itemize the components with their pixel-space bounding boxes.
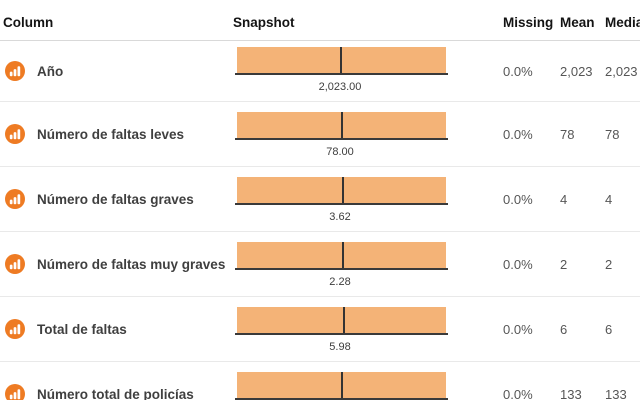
- snapshot-value-label: 2,023.00: [318, 81, 362, 93]
- snapshot-histogram: [235, 307, 448, 335]
- column-name-label: Año: [37, 63, 64, 79]
- mean-marker: [340, 47, 343, 75]
- header-median: Median: [605, 15, 640, 30]
- table-row[interactable]: Año 2,023.00 0.0% 2,023 2,023: [0, 41, 640, 102]
- mean-marker: [341, 242, 344, 270]
- header-column: Column: [3, 15, 54, 30]
- axis-line: [235, 73, 448, 75]
- table-row[interactable]: Total de faltas 5.98 0.0% 6 6: [0, 297, 640, 362]
- axis-line: [235, 268, 448, 270]
- header-missing: Missing: [503, 15, 554, 30]
- column-name-cell: Número total de policías: [5, 362, 194, 400]
- missing-value: 0.0%: [503, 386, 533, 400]
- mean-value: 2,023: [560, 63, 593, 79]
- table-header-row: Column Snapshot Missing Mean Median: [0, 0, 640, 41]
- table-row[interactable]: Número de faltas leves 78.00 0.0% 78 78: [0, 102, 640, 167]
- histogram-bar: [235, 372, 448, 400]
- axis-line: [235, 203, 448, 205]
- bar-chart-icon: [5, 254, 25, 274]
- mean-value: 78: [560, 126, 575, 142]
- rows: Año 2,023.00 0.0% 2,023 2,023: [0, 41, 640, 400]
- histogram-bar: [235, 242, 448, 270]
- axis-line: [235, 138, 448, 140]
- median-value: 2,023: [605, 63, 638, 79]
- snapshot-value-label: 2.28: [329, 276, 351, 288]
- column-name-cell: Año: [5, 41, 63, 101]
- mean-value: 133: [560, 386, 582, 400]
- missing-value: 0.0%: [503, 126, 533, 142]
- missing-value: 0.0%: [503, 63, 533, 79]
- column-name-cell: Número de faltas muy graves: [5, 232, 225, 296]
- axis-line: [235, 333, 448, 335]
- median-value: 133: [605, 386, 627, 400]
- snapshot-histogram: [235, 372, 448, 400]
- histogram-bar: [235, 47, 448, 75]
- mean-marker: [342, 307, 345, 335]
- bar-chart-icon: [5, 189, 25, 209]
- table-row[interactable]: Número de faltas graves 3.62 0.0% 4 4: [0, 167, 640, 232]
- column-name-label: Número de faltas graves: [37, 191, 194, 207]
- histogram-bar: [235, 177, 448, 205]
- mean-value: 4: [560, 191, 568, 207]
- snapshot-histogram: [235, 112, 448, 140]
- snapshot-value-label: 5.98: [329, 341, 351, 353]
- snapshot-histogram: [235, 47, 448, 75]
- snapshot-value-label: 3.62: [329, 211, 351, 223]
- header-snapshot: Snapshot: [233, 15, 295, 30]
- median-value: 4: [605, 191, 613, 207]
- bar-chart-icon: [5, 124, 25, 144]
- median-value: 78: [605, 126, 620, 142]
- snapshot-value-label: 78.00: [326, 146, 354, 158]
- missing-value: 0.0%: [503, 191, 533, 207]
- bar-chart-icon: [5, 384, 25, 400]
- column-name-label: Número total de policías: [37, 386, 194, 400]
- median-value: 6: [605, 321, 613, 337]
- axis-line: [235, 398, 448, 400]
- mean-marker: [341, 177, 344, 205]
- mean-value: 2: [560, 256, 568, 272]
- table-row[interactable]: Número de faltas muy graves 2.28 0.0% 2 …: [0, 232, 640, 297]
- bar-chart-icon: [5, 61, 25, 81]
- mean-value: 6: [560, 321, 568, 337]
- column-name-label: Número de faltas muy graves: [37, 256, 226, 272]
- missing-value: 0.0%: [503, 256, 533, 272]
- median-value: 2: [605, 256, 613, 272]
- missing-value: 0.0%: [503, 321, 533, 337]
- table-row[interactable]: Número total de policías 0.0% 133 133: [0, 362, 640, 400]
- mean-marker: [340, 112, 343, 140]
- column-name-cell: Número de faltas graves: [5, 167, 194, 231]
- histogram-bar: [235, 307, 448, 335]
- snapshot-histogram: [235, 177, 448, 205]
- column-name-cell: Total de faltas: [5, 297, 127, 361]
- column-name-label: Número de faltas leves: [37, 126, 185, 142]
- header-mean: Mean: [560, 15, 595, 30]
- snapshot-histogram: [235, 242, 448, 270]
- column-name-label: Total de faltas: [37, 321, 127, 337]
- column-name-cell: Número de faltas leves: [5, 102, 184, 166]
- bar-chart-icon: [5, 319, 25, 339]
- mean-marker: [340, 372, 343, 400]
- histogram-bar: [235, 112, 448, 140]
